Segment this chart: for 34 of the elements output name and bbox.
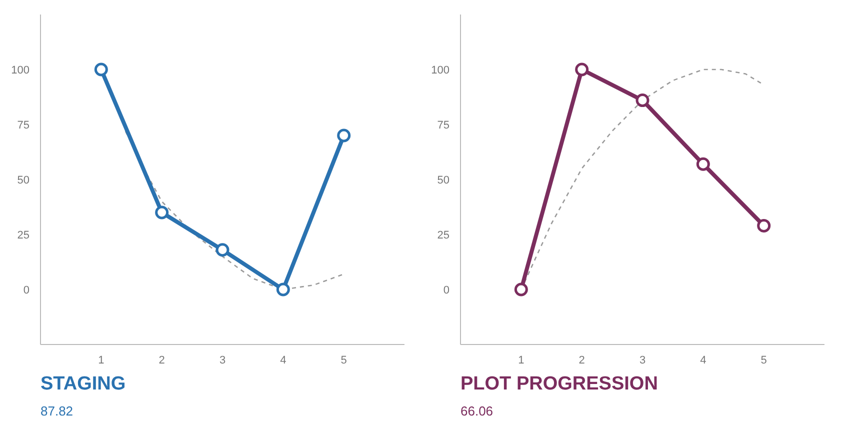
point <box>757 218 771 232</box>
point <box>216 243 230 257</box>
y-tick-label: 75 <box>17 120 30 132</box>
text: 66.06 <box>460 404 494 418</box>
y-tick-label: 100 <box>11 64 30 76</box>
point <box>337 128 351 142</box>
point <box>636 94 650 108</box>
point <box>276 282 290 296</box>
text: 87.82 <box>40 404 74 418</box>
x-tick-label: 1 <box>98 354 104 366</box>
y-tick-label: 0 <box>23 284 30 296</box>
y-tick-label: 75 <box>437 120 450 132</box>
point <box>575 62 589 76</box>
point <box>94 62 108 76</box>
x-tick-label: 3 <box>639 354 646 366</box>
point <box>514 282 528 296</box>
y-tick-label: 100 <box>431 64 450 76</box>
x-tick-label: 5 <box>760 354 767 366</box>
x-tick-label: 4 <box>700 354 706 366</box>
x-tick-label: 4 <box>280 354 286 366</box>
x-tick-label: 2 <box>578 354 585 366</box>
y-tick-label: 25 <box>17 230 30 242</box>
point <box>155 206 169 220</box>
x-tick-label: 3 <box>219 354 226 366</box>
y-tick-label: 25 <box>437 230 450 242</box>
x-tick-label: 1 <box>518 354 524 366</box>
point <box>696 157 710 171</box>
x-tick-label: 5 <box>340 354 347 366</box>
y-tick-label: 0 <box>443 284 450 296</box>
x-tick-label: 2 <box>158 354 165 366</box>
y-tick-label: 50 <box>437 174 450 186</box>
text: PLOT PROGRESSION <box>460 374 658 394</box>
text: STAGING <box>40 374 126 394</box>
y-tick-label: 50 <box>17 174 30 186</box>
